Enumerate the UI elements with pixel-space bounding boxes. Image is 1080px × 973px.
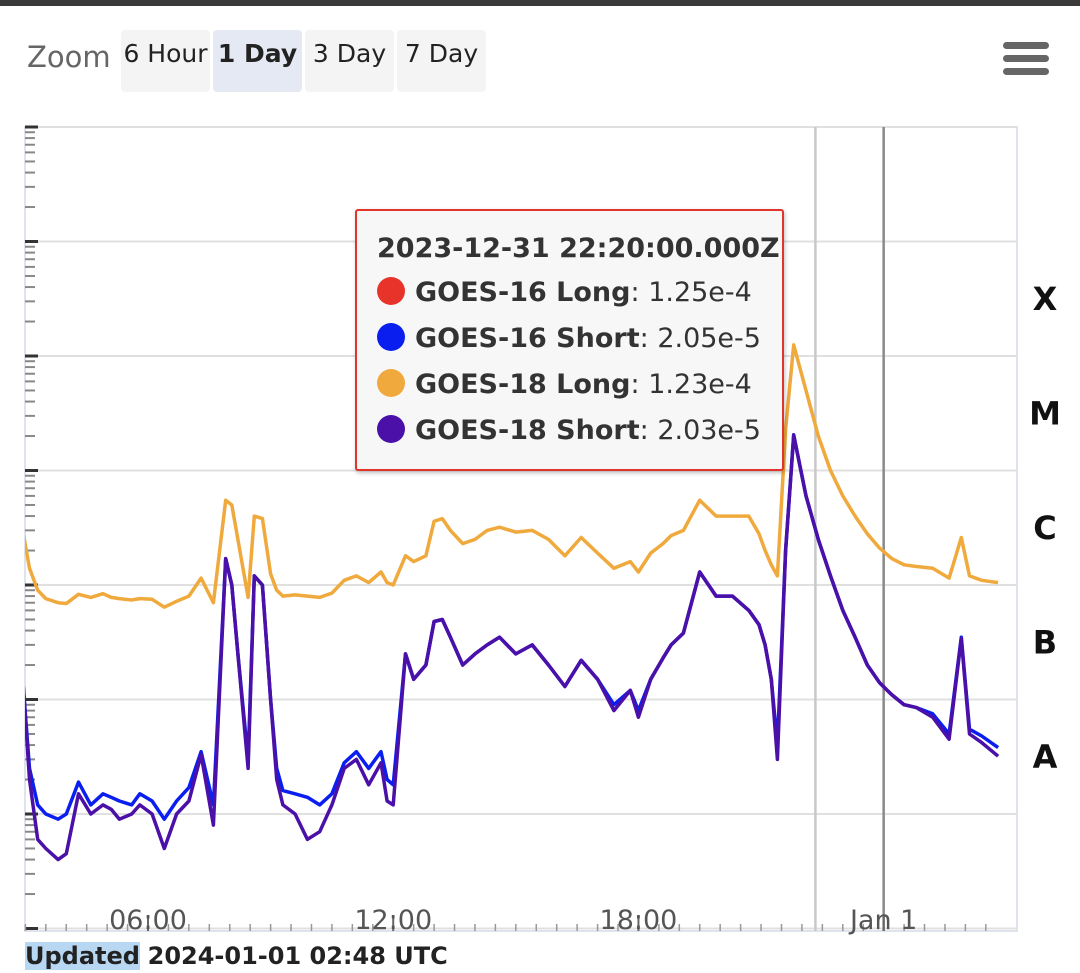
flare-class-label-x: X xyxy=(1033,280,1058,318)
tooltip-series-name: GOES-16 Long xyxy=(415,277,631,308)
tooltip-row-goes18-long: GOES-18 Long: 1.23e-4 xyxy=(377,369,752,400)
flare-class-label-c: C xyxy=(1033,509,1056,547)
x-tick-label: 18:00 xyxy=(600,905,678,936)
updated-footer: Updated 2024-01-01 02:48 UTC xyxy=(25,942,448,970)
tooltip-series-value: 1.23e-4 xyxy=(648,369,752,400)
series-line-goes-18-long xyxy=(25,343,999,609)
series-line-goes-18-short xyxy=(25,433,1000,862)
tooltip-series-name: GOES-18 Long xyxy=(415,369,631,400)
tooltip-row-goes16-short: GOES-16 Short: 2.05e-5 xyxy=(377,323,761,354)
tooltip-row-goes16-long: GOES-16 Long: 1.25e-4 xyxy=(377,277,752,308)
axis-layer xyxy=(24,125,987,931)
x-tick-label: Jan 1 xyxy=(848,905,917,936)
tooltip-series-value: 2.03e-5 xyxy=(657,415,761,446)
zoom-3-day-button[interactable]: 3 Day xyxy=(305,30,394,92)
x-tick-label: 12:00 xyxy=(354,905,432,936)
data-tooltip: 2023-12-31 22:20:00.000Z GOES-16 Long: 1… xyxy=(355,209,784,471)
updated-label: Updated xyxy=(25,942,140,970)
flare-class-label-b: B xyxy=(1033,623,1057,661)
flare-class-label-a: A xyxy=(1033,738,1058,776)
menu-bar-3 xyxy=(1003,68,1049,75)
tooltip-series-name: GOES-16 Short xyxy=(415,323,640,354)
zoom-label: Zoom xyxy=(27,40,111,74)
goes16-short-dot-icon xyxy=(377,323,405,351)
grid-layer xyxy=(24,126,1018,932)
updated-timestamp: 2024-01-01 02:48 UTC xyxy=(147,942,448,970)
top-border xyxy=(0,0,1080,6)
hamburger-menu-icon[interactable] xyxy=(1003,42,1049,78)
tooltip-row-goes18-short: GOES-18 Short: 2.03e-5 xyxy=(377,415,761,446)
tooltip-series-name: GOES-18 Short xyxy=(415,415,640,446)
menu-bar-1 xyxy=(1003,42,1049,49)
tooltip-series-value: 1.25e-4 xyxy=(648,277,752,308)
goes16-long-dot-icon xyxy=(377,277,405,305)
x-tick-label: 06:00 xyxy=(109,905,187,936)
zoom-7-day-button[interactable]: 7 Day xyxy=(397,30,486,92)
zoom-6-hour-button[interactable]: 6 Hour xyxy=(121,30,210,92)
series-layer xyxy=(25,343,1000,862)
goes18-short-dot-icon xyxy=(377,415,405,443)
tooltip-timestamp: 2023-12-31 22:20:00.000Z xyxy=(377,233,780,264)
goes18-long-dot-icon xyxy=(377,369,405,397)
menu-bar-2 xyxy=(1003,55,1049,62)
flare-class-label-m: M xyxy=(1029,394,1061,432)
label-layer: 06:00 12:00 18:00 Jan 1 X M C B A xyxy=(109,280,1061,936)
zoom-1-day-button[interactable]: 1 Day xyxy=(213,30,302,92)
tooltip-series-value: 2.05e-5 xyxy=(657,323,761,354)
